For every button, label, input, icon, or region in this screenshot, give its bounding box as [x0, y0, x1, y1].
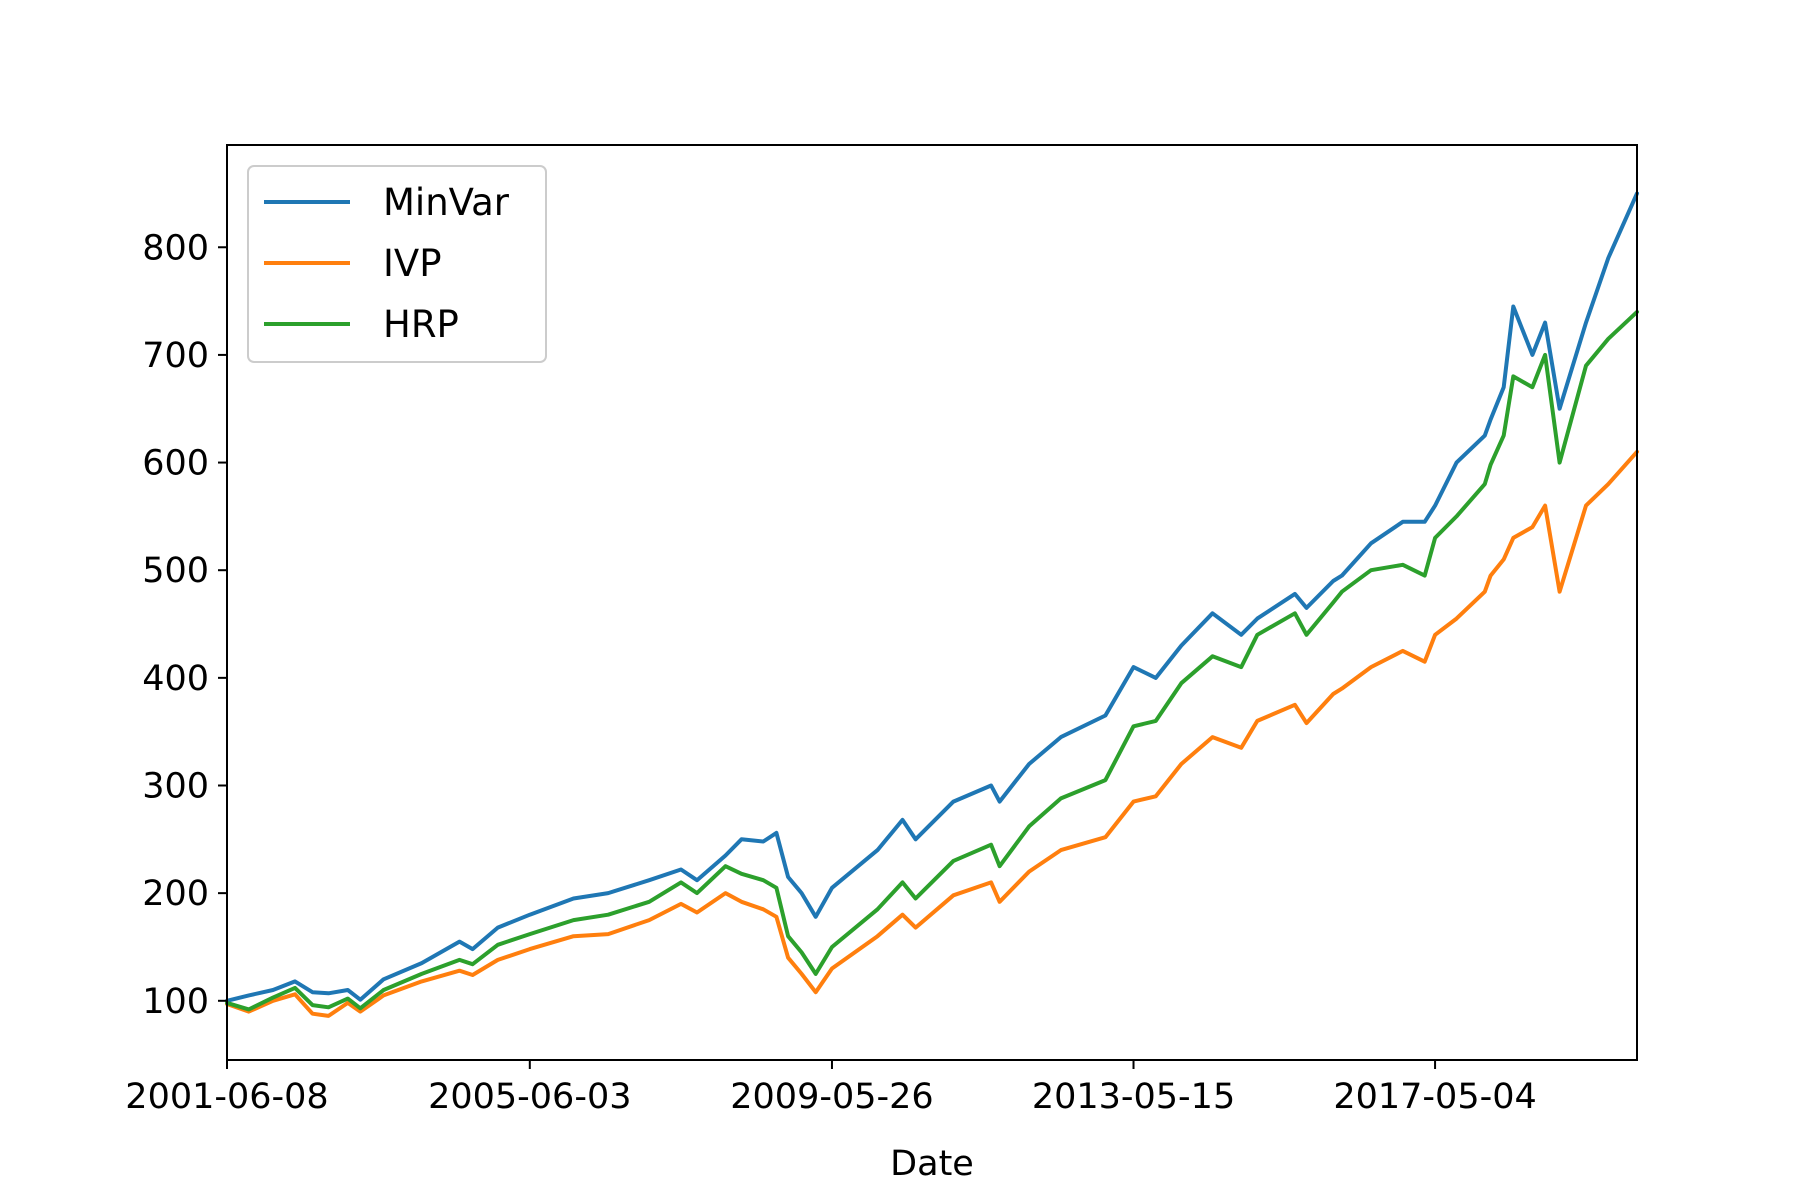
x-tick-label: 2013-05-15 — [1032, 1077, 1235, 1117]
x-axis: 2001-06-08 2005-06-03 2009-05-26 2013-05-15… — [125, 1060, 1537, 1117]
series-layer — [225, 191, 1639, 1018]
y-tick-label: 600 — [142, 444, 209, 484]
x-axis-title: Date — [890, 1144, 974, 1184]
x-tick-label: 2005-06-03 — [428, 1077, 631, 1117]
series-line-minvar — [225, 191, 1639, 1003]
legend-label-ivp: IVP — [383, 242, 442, 285]
legend-label-minvar: MinVar — [383, 181, 510, 224]
y-tick-label: 400 — [142, 659, 209, 699]
y-tick-label: 200 — [142, 874, 209, 914]
legend-box — [247, 165, 547, 363]
y-axis: 100 200 300 400 500 600 700 800 — [142, 228, 227, 1022]
plot-area — [225, 144, 1639, 1061]
series-line-hrp — [225, 309, 1639, 1012]
series-line-ivp — [225, 449, 1639, 1018]
legend: MinVar IVP HRP — [247, 165, 547, 363]
x-tick-label: 2017-05-04 — [1333, 1077, 1536, 1117]
legend-label-hrp: HRP — [383, 303, 459, 346]
axes-frame — [226, 144, 1638, 1061]
x-tick-label: 2009-05-26 — [730, 1077, 933, 1117]
y-tick-label: 100 — [142, 982, 209, 1022]
y-tick-label: 500 — [142, 551, 209, 591]
y-tick-label: 700 — [142, 336, 209, 376]
y-tick-label: 800 — [142, 228, 209, 268]
y-tick-label: 300 — [142, 767, 209, 807]
x-tick-label: 2001-06-08 — [125, 1077, 328, 1117]
